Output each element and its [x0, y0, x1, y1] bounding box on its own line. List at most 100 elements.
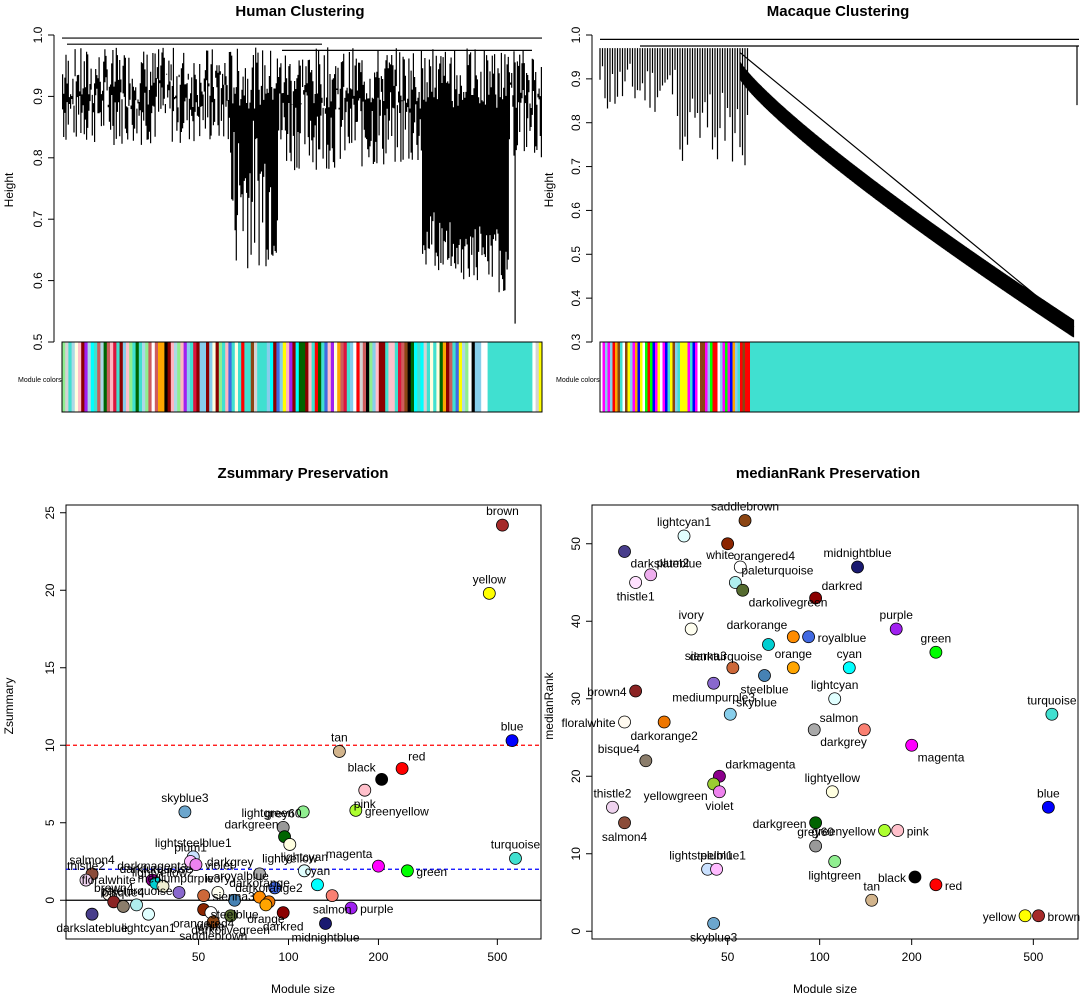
human-color-band — [158, 342, 162, 412]
macaque-color-band — [700, 342, 703, 412]
macaque-color-band — [605, 342, 608, 412]
zsummary-point-label: darkolivegreen — [191, 923, 270, 937]
medianrank-point-label: violet — [705, 799, 734, 813]
macaque-color-band — [745, 342, 748, 412]
macaque-y-tick-label: 0.3 — [569, 333, 583, 350]
zsummary-point-label: red — [408, 750, 425, 764]
macaque-color-band — [650, 342, 653, 412]
macaque-color-band — [717, 342, 721, 412]
macaque-color-band — [727, 342, 731, 412]
human-color-band — [209, 342, 213, 412]
medianrank-point-turquoise — [1045, 707, 1059, 721]
macaque-color-band — [602, 342, 606, 412]
human-color-band — [382, 342, 386, 412]
medianrank-x-axis-label: Module size — [793, 982, 857, 996]
medianrank-point-tan — [865, 893, 879, 907]
zsummary-x-axis-label: Module size — [271, 982, 335, 996]
human-color-band — [196, 342, 201, 412]
macaque-color-band — [642, 342, 646, 412]
medianrank-point-label: darkslateblue — [631, 557, 703, 571]
macaque-color-band — [637, 342, 641, 412]
medianrank-point-darkred — [809, 591, 823, 605]
zsummary-point-blue — [505, 734, 519, 747]
macaque-module-color-bar — [599, 341, 1080, 413]
human-color-band — [97, 342, 101, 412]
human-color-band — [494, 342, 498, 412]
human-color-band — [87, 342, 92, 412]
human-color-band — [458, 342, 463, 412]
human-color-band — [225, 342, 229, 412]
medianrank-point-white — [733, 560, 747, 574]
zsummary-point-steelblue — [228, 893, 241, 907]
zsummary-point-label: darkorange2 — [235, 881, 303, 895]
medianrank-point-pink — [891, 824, 905, 837]
medianrank-point-label: skyblue3 — [690, 931, 738, 945]
zsummary-point-label: green — [416, 865, 447, 879]
human-color-band — [478, 342, 482, 412]
zsummary-point-label: orangered4 — [173, 917, 235, 931]
macaque-y-tick-label: 1.0 — [569, 26, 583, 43]
zsummary-panel: Zsummary Preservation Module size Zsumma… — [2, 465, 542, 996]
zsummary-point-label: skyblue3 — [161, 791, 209, 805]
medianrank-point-label: royalblue — [818, 631, 867, 645]
human-color-band — [407, 342, 412, 412]
medianrank-point-label: salmon4 — [602, 830, 648, 844]
zsummary-point-darkolivegreen — [224, 909, 237, 923]
medianrank-point-label: midnightblue — [823, 546, 891, 560]
zsummary-point-bisque4 — [116, 900, 130, 913]
medianrank-point-plum2 — [644, 568, 658, 582]
human-color-band — [289, 342, 293, 412]
human-color-band — [193, 342, 197, 412]
human-color-band — [228, 342, 233, 412]
macaque-color-band — [725, 342, 728, 412]
human-color-band — [519, 342, 524, 412]
human-color-band — [481, 342, 485, 412]
macaque-color-band — [735, 342, 738, 412]
human-color-band — [343, 342, 348, 412]
zsummary-point-mediumpurple3 — [172, 886, 186, 899]
human-color-band — [142, 342, 146, 412]
medianrank-point-green — [929, 645, 943, 659]
zsummary-point-label: salmon — [313, 903, 352, 917]
human-color-band — [119, 342, 124, 412]
macaque-color-band — [712, 342, 716, 412]
macaque-y-axis-label: Height — [542, 172, 556, 207]
medianrank-point-darkolivegreen — [736, 583, 750, 597]
zsummary-plot-frame — [65, 504, 542, 940]
human-color-band — [180, 342, 185, 412]
medianrank-point-label: purple — [880, 608, 914, 622]
zsummary-point-black — [375, 772, 389, 786]
human-color-band — [257, 342, 261, 412]
human-color-band — [474, 342, 479, 412]
macaque-color-band — [707, 342, 711, 412]
human-color-band — [279, 342, 284, 412]
zsummary-point-pink — [358, 783, 372, 797]
human-color-band — [135, 342, 140, 412]
macaque-color-band — [630, 342, 633, 412]
human-color-band — [410, 342, 415, 412]
human-color-band — [183, 342, 188, 412]
medianrank-point-label: yellow — [983, 910, 1017, 924]
zsummary-point-label: mediumpurple3 — [138, 872, 221, 886]
macaque-color-band — [687, 342, 691, 412]
human-color-band — [455, 342, 460, 412]
medianrank-point-label: pink — [907, 825, 930, 839]
human-color-band — [526, 342, 530, 412]
human-color-band — [503, 342, 508, 412]
zsummary-point-tan — [332, 745, 346, 758]
medianrank-point-darkslateblue — [618, 545, 631, 558]
human-color-band — [433, 342, 437, 412]
human-color-band — [356, 342, 361, 412]
zsummary-point-label: brown4 — [94, 881, 134, 895]
medianrank-point-floralwhite — [618, 715, 631, 729]
human-color-band — [506, 342, 511, 412]
human-color-band — [394, 342, 399, 412]
zsummary-point-sienna3 — [197, 889, 211, 902]
medianrank-point-brown4 — [629, 684, 643, 698]
macaque-color-band — [682, 342, 686, 412]
zsummary-point-lightgreen — [296, 805, 310, 819]
medianrank-y-tick-label: 30 — [569, 692, 583, 706]
human-color-band — [148, 342, 153, 412]
medianrank-point-label: brown — [1048, 910, 1081, 924]
macaque-color-band — [655, 342, 658, 412]
